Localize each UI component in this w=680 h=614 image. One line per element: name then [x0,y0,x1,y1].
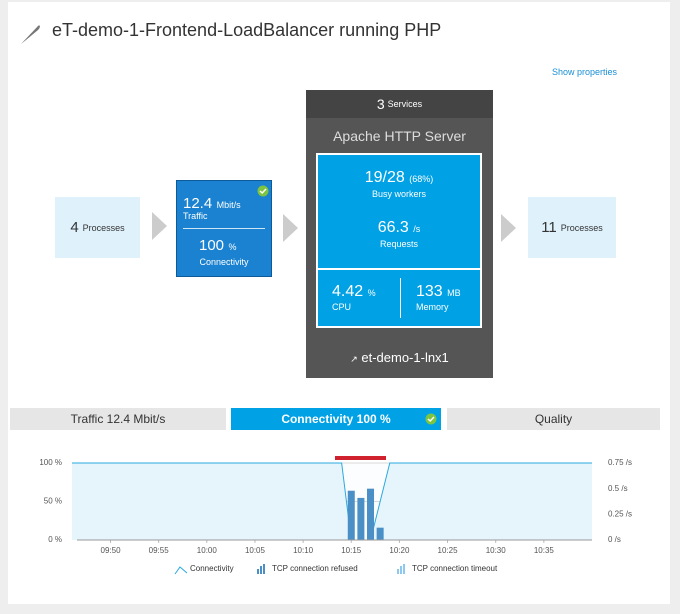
x-tick-label: 10:35 [534,546,555,555]
event-marker [335,456,386,460]
cpu-label: CPU [332,302,352,312]
x-tick-label: 09:55 [149,546,170,555]
traffic-unit: Mbit/s [216,200,241,210]
y-tick-label: 100 % [39,458,62,467]
traffic-label: Traffic [183,211,208,221]
legend-label: Connectivity [190,564,234,573]
feather-icon [21,25,40,44]
legend-icon [397,564,405,574]
legend-icon [257,564,265,574]
requests-value: 66.3 [377,219,409,236]
tab-active[interactable]: Connectivity 100 % [231,408,441,430]
y-tick-label: 50 % [44,497,62,506]
connectivity-unit: % [228,242,237,252]
busy-label: Busy workers [371,189,426,199]
services-count: 3 [376,96,385,112]
traffic-value: 12.4 [183,195,213,212]
flow-arrow [283,214,298,242]
memory-value: 133 [416,283,443,300]
y-tick-label: 0 % [48,535,62,544]
legend-label: TCP connection refused [272,564,358,573]
x-tick-label: 09:50 [101,546,122,555]
y2-tick-label: 0.75 /s [608,458,632,467]
bar [367,488,375,540]
flow-arrow [501,214,516,242]
x-tick-label: 10:05 [245,546,266,555]
busy-pct: (68%) [409,174,434,184]
area [72,463,592,540]
ok-icon [257,185,269,197]
x-tick-label: 10:10 [293,546,314,555]
legend-label: TCP connection timeout [412,564,498,573]
chart: 0 % 50 % 100 % 0 /s 0.25 /s 0.5 /s 0.75 /s 09:5… [39,456,632,575]
bar [347,490,355,540]
process-count: 4 [70,219,79,236]
show-properties-link[interactable]: Show properties [552,67,618,77]
x-tick-label: 10:25 [438,546,459,555]
x-tick-label: 10:00 [197,546,218,555]
memory-unit: MB [447,288,461,298]
y2-tick-label: 0 /s [608,535,621,544]
tab[interactable]: Traffic 12.4 Mbit/s [10,408,226,430]
server-box: 19/28 (68%) Busy workers 66.3 /s Request… [316,153,482,328]
y2-tick-label: 0.25 /s [608,509,632,518]
memory-label: Memory [416,302,449,312]
tab-label: Connectivity 100 % [281,412,391,426]
divider [183,228,265,229]
traffic-box[interactable]: 12.4 Mbit/s Traffic 100 % Connectivity [176,180,272,277]
x-tick-label: 10:30 [486,546,507,555]
processes-box[interactable]: 4 Processes [55,197,140,258]
services-label: Services [387,99,423,109]
page-title: eT-demo-1-Frontend-LoadBalancer running … [52,20,442,40]
server-name: Apache HTTP Server [333,128,466,144]
bar [376,527,384,540]
bar [357,497,365,540]
ok-icon [425,413,437,425]
busy-value: 19/28 [364,169,405,186]
y2-tick-label: 0.5 /s [608,484,628,493]
divider [318,268,480,270]
processes-box[interactable]: 11 Processes [528,197,616,258]
process-label: Processes [560,222,603,233]
services-panel[interactable]: 3 Services Apache HTTP Server 19/28 (68%)… [306,90,493,378]
process-count: 11 [541,219,557,236]
flow-arrow [152,212,167,240]
legend-icon [174,566,188,575]
cpu-unit: % [367,288,376,298]
requests-unit: /s [413,224,421,234]
process-label: Processes [82,222,125,233]
requests-label: Requests [379,239,419,249]
connectivity-label: Connectivity [199,257,249,267]
x-tick-label: 10:15 [341,546,362,555]
cpu-value: 4.42 [332,283,364,300]
x-tick-label: 10:20 [389,546,410,555]
host-name[interactable]: ↗ et-demo-1-lnx1 [350,350,449,365]
tab[interactable]: Quality [447,408,660,430]
host-label: et-demo-1-lnx1 [361,350,449,365]
divider [400,278,401,318]
connectivity-value: 100 [199,237,225,254]
